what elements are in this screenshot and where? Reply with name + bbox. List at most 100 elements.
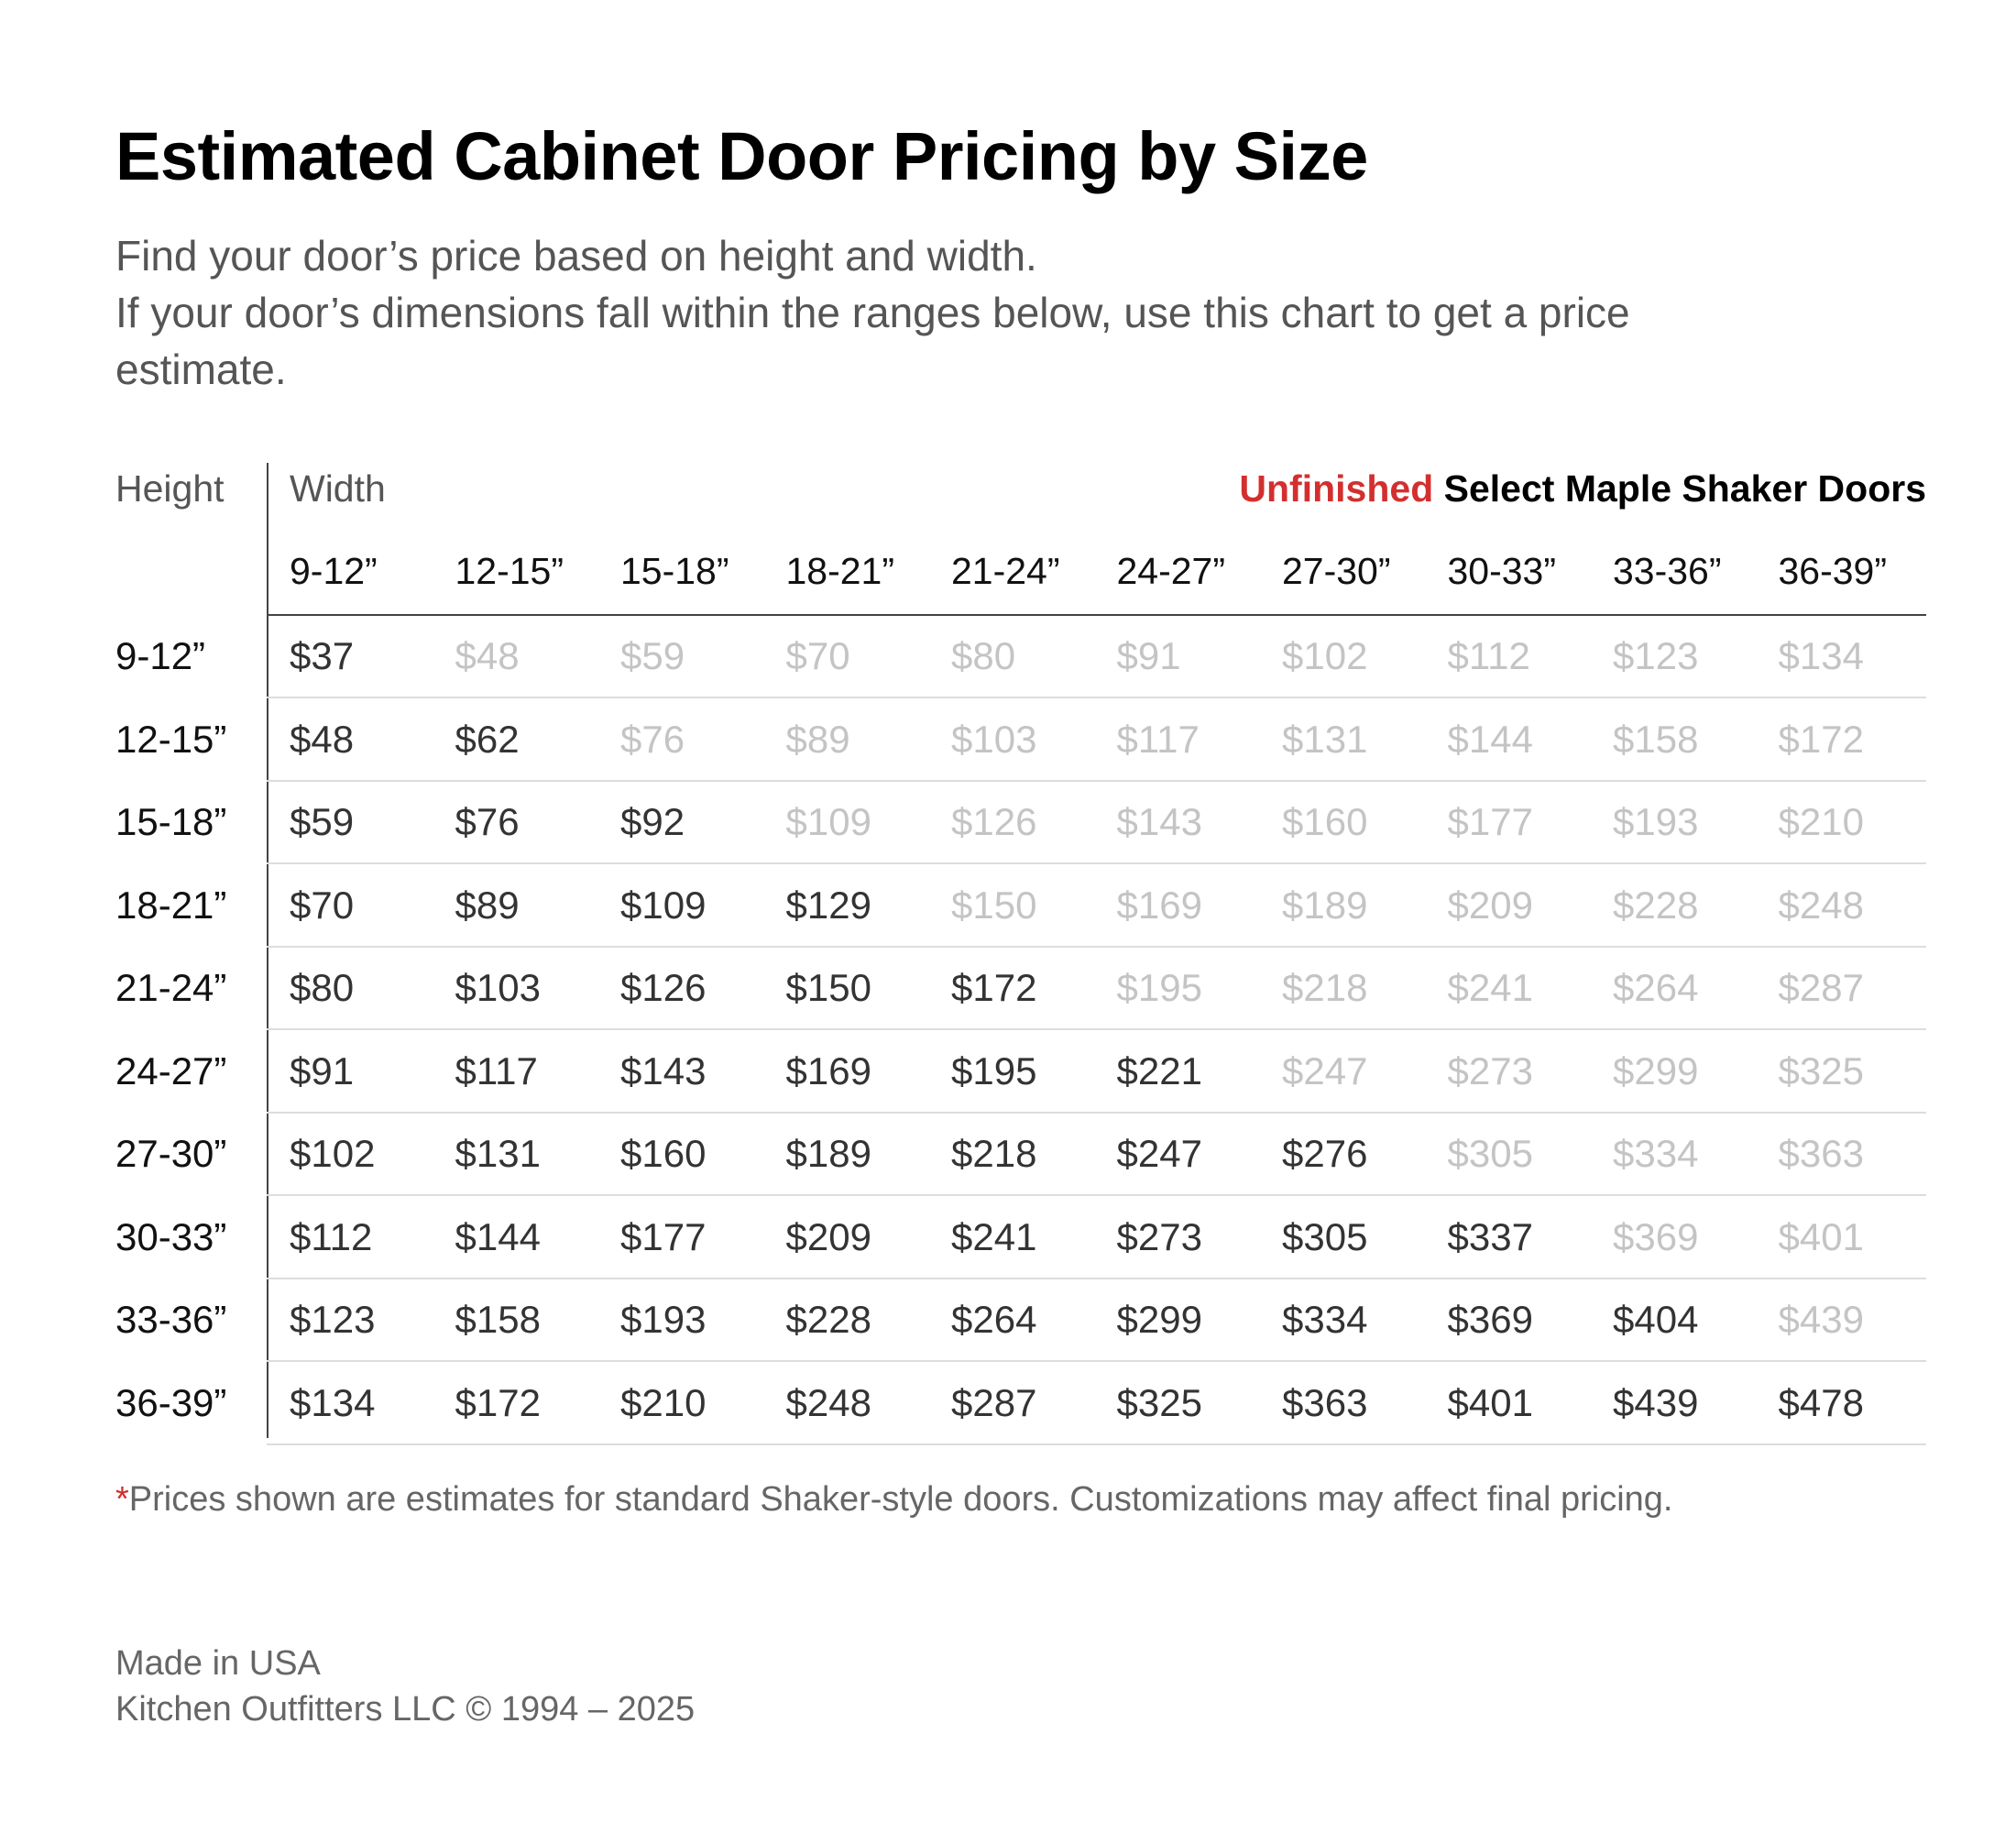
price-cell: $172 xyxy=(455,1380,541,1424)
price-cell: $160 xyxy=(1282,800,1368,843)
row-height-label: 30-33” xyxy=(115,1214,227,1258)
footnote: *Prices shown are estimates for standard… xyxy=(115,1480,1673,1520)
footer-copyright: Kitchen Outfitters LLC © 1994 – 2025 xyxy=(115,1690,696,1729)
price-cell: $247 xyxy=(1282,1048,1368,1092)
table-row: 21-24” $80 $103 $126 $150 $172 $195 $218 $241 $26… xyxy=(115,948,1926,1030)
price-cell: $131 xyxy=(455,1132,541,1175)
price-cell: $299 xyxy=(1613,1048,1699,1092)
price-cell: $210 xyxy=(1778,800,1864,843)
footer: Made in USA Kitchen Outfitters LLC © 199… xyxy=(115,1641,695,1732)
row-height-label: 15-18” xyxy=(115,800,227,843)
price-cell: $334 xyxy=(1282,1298,1368,1341)
price-cell: $70 xyxy=(785,634,850,677)
footnote-text: Prices shown are estimates for standard … xyxy=(128,1480,1673,1519)
price-cell: $241 xyxy=(951,1214,1037,1258)
price-cell: $193 xyxy=(620,1298,707,1341)
row-divider xyxy=(267,1194,1926,1196)
column-header: 21-24” xyxy=(951,550,1060,592)
row-height-label: 36-39” xyxy=(115,1380,227,1424)
column-header: 18-21” xyxy=(785,550,895,592)
price-cell: $248 xyxy=(785,1380,871,1424)
product-title: Unfinished Select Maple Shaker Doors xyxy=(1239,463,1926,514)
price-cell: $195 xyxy=(951,1048,1037,1092)
table-row: 30-33” $112 $144 $177 $209 $241 $273 $305 $337 $3… xyxy=(115,1197,1926,1279)
product-name-label: Select Maple Shaker Doors xyxy=(1433,467,1926,510)
price-cell: $70 xyxy=(290,883,355,927)
price-cell: $80 xyxy=(290,966,355,1009)
price-cell: $195 xyxy=(1116,966,1202,1009)
price-cell: $160 xyxy=(620,1132,707,1175)
footer-origin: Made in USA xyxy=(115,1644,321,1683)
page-subtitle: Find your door’s price based on height a… xyxy=(115,227,1926,398)
price-cell: $264 xyxy=(1613,966,1699,1009)
row-height-label: 27-30” xyxy=(115,1132,227,1175)
price-cell: $221 xyxy=(1116,1048,1202,1092)
price-cell: $76 xyxy=(455,800,520,843)
price-cell: $218 xyxy=(1282,966,1368,1009)
price-cell: $325 xyxy=(1116,1380,1202,1424)
row-divider xyxy=(267,697,1926,698)
price-cell: $131 xyxy=(1282,717,1368,761)
price-cell: $273 xyxy=(1116,1214,1202,1258)
price-cell: $169 xyxy=(1116,883,1202,927)
column-header: 24-27” xyxy=(1116,550,1226,592)
price-cell: $401 xyxy=(1447,1380,1533,1424)
price-cell: $102 xyxy=(290,1132,376,1175)
table-vertical-divider xyxy=(267,463,268,1438)
price-cell: $48 xyxy=(455,634,520,677)
price-cell: $59 xyxy=(290,800,355,843)
price-cell: $299 xyxy=(1116,1298,1202,1341)
price-cell: $48 xyxy=(290,717,355,761)
column-header: 12-15” xyxy=(455,550,564,592)
price-cell: $117 xyxy=(1116,717,1200,761)
price-cell: $76 xyxy=(620,717,685,761)
row-divider xyxy=(267,1277,1926,1279)
height-axis-label: Height xyxy=(115,467,225,510)
column-header: 33-36” xyxy=(1613,550,1722,592)
column-header: 15-18” xyxy=(620,550,729,592)
price-cell: $123 xyxy=(1613,634,1699,677)
product-finish-label: Unfinished xyxy=(1239,467,1434,510)
price-cell: $369 xyxy=(1447,1298,1533,1341)
row-divider xyxy=(267,1360,1926,1362)
row-height-label: 21-24” xyxy=(115,966,227,1009)
column-header: 27-30” xyxy=(1282,550,1391,592)
price-cell: $369 xyxy=(1613,1214,1699,1258)
price-cell: $287 xyxy=(1778,966,1864,1009)
price-cell: $334 xyxy=(1613,1132,1699,1175)
price-cell: $144 xyxy=(1447,717,1533,761)
row-height-label: 24-27” xyxy=(115,1048,227,1092)
row-height-label: 33-36” xyxy=(115,1298,227,1341)
price-cell: $91 xyxy=(1116,634,1181,677)
price-cell: $241 xyxy=(1447,966,1533,1009)
price-cell: $126 xyxy=(951,800,1037,843)
price-cell: $401 xyxy=(1778,1214,1864,1258)
row-divider xyxy=(267,862,1926,864)
price-cell: $126 xyxy=(620,966,707,1009)
subtitle-line-2: If your door’s dimensions fall within th… xyxy=(115,289,1630,336)
footnote-asterisk: * xyxy=(115,1480,129,1519)
price-cell: $337 xyxy=(1447,1214,1533,1258)
row-height-label: 18-21” xyxy=(115,883,227,927)
price-cell: $129 xyxy=(785,883,871,927)
price-cell: $169 xyxy=(785,1048,871,1092)
price-cell: $109 xyxy=(785,800,871,843)
price-cell: $228 xyxy=(1613,883,1699,927)
table-row: 24-27” $91 $117 $143 $169 $195 $221 $247 $273 $29… xyxy=(115,1031,1926,1114)
page-title: Estimated Cabinet Door Pricing by Size xyxy=(115,118,1368,194)
price-cell: $144 xyxy=(455,1214,541,1258)
table-row: 15-18” $59 $76 $92 $109 $126 $143 $160 $177 $193 $… xyxy=(115,782,1926,864)
price-cell: $193 xyxy=(1613,800,1699,843)
price-cell: $109 xyxy=(620,883,707,927)
price-cell: $91 xyxy=(290,1048,355,1092)
price-cell: $404 xyxy=(1613,1298,1699,1341)
price-cell: $143 xyxy=(1116,800,1202,843)
table-row: 18-21” $70 $89 $109 $129 $150 $169 $189 $209 $228… xyxy=(115,865,1926,948)
price-cell: $305 xyxy=(1282,1214,1368,1258)
row-divider xyxy=(267,779,1926,782)
row-height-label: 9-12” xyxy=(115,634,206,677)
price-cell: $287 xyxy=(951,1380,1037,1424)
subtitle-line-1: Find your door’s price based on height a… xyxy=(115,232,1037,280)
price-cell: $363 xyxy=(1778,1132,1864,1175)
price-cell: $103 xyxy=(951,717,1037,761)
